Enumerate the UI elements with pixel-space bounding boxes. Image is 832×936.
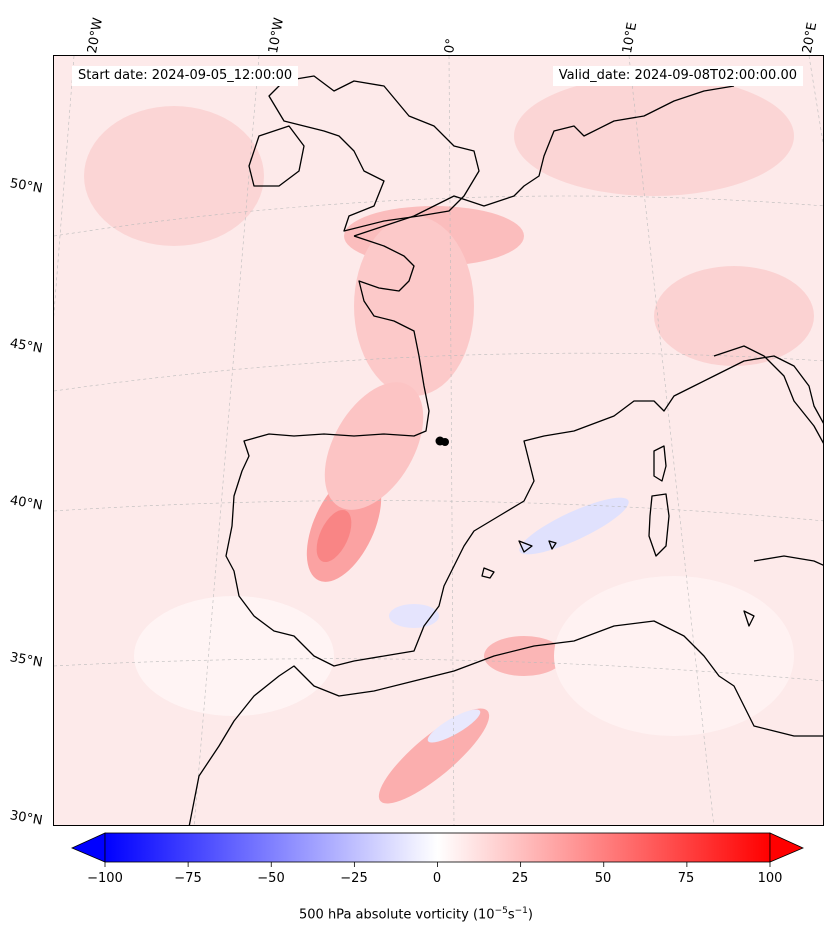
colorbar-tick: 75	[677, 871, 695, 886]
colorbar-tick: 0	[432, 871, 442, 886]
graticule	[54, 56, 823, 825]
colorbar-tick: −50	[257, 871, 285, 886]
colorbar-max-arrow	[769, 832, 804, 863]
vorticity-map	[54, 56, 823, 825]
start-date-label: Start date: 2024-09-05_12:00:00	[72, 66, 299, 86]
colorbar-tick: −75	[174, 871, 202, 886]
colorbar-tick: −25	[340, 871, 368, 886]
colorbar-tick: 50	[594, 871, 612, 886]
colorbar-tick: −100	[87, 871, 123, 886]
colorbar-gradient	[104, 832, 771, 863]
valid-date-label: Valid_date: 2024-09-08T02:00:00.00	[552, 66, 803, 86]
colorbar-tick: 100	[757, 871, 783, 886]
coastlines	[188, 75, 823, 825]
colorbar-label: 500 hPa absolute vorticity (10−5s−1)	[299, 906, 533, 923]
colorbar-tick: 25	[511, 871, 529, 886]
vorticity-field	[84, 76, 814, 804]
colorbar	[71, 832, 804, 867]
colorbar-min-arrow	[71, 832, 106, 863]
map-panel: Start date: 2024-09-05_12:00:00 Valid_da…	[53, 55, 824, 826]
